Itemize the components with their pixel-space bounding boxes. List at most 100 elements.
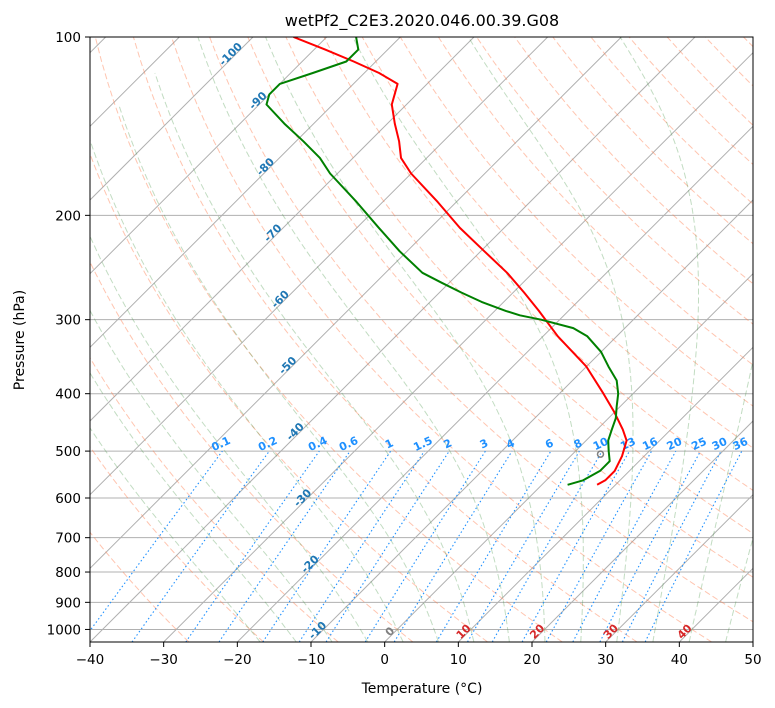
- dry-adiabat-line: [90, 152, 488, 642]
- y-tick-label: 400: [55, 387, 81, 403]
- isotherm-label: -100: [216, 40, 245, 69]
- mixing-ratio-label: 6: [543, 436, 556, 451]
- isotherm-line: [90, 37, 401, 349]
- isotherm-label: -50: [276, 354, 299, 377]
- moist-adiabat-line: [619, 37, 699, 642]
- x-tick-label: 0: [380, 652, 389, 668]
- y-tick-label: 500: [55, 444, 81, 460]
- isotherm-label: -80: [254, 155, 277, 178]
- y-tick-label: 900: [55, 595, 81, 611]
- mixing-ratio-line: [393, 450, 513, 642]
- mixing-ratio-lines: [90, 450, 743, 642]
- mixing-ratio-line: [90, 450, 223, 632]
- dry-adiabat-line: [476, 37, 753, 325]
- x-tick-label: 20: [523, 652, 540, 668]
- dry-adiabat-line: [552, 37, 753, 245]
- isotherm-label: -60: [269, 288, 292, 311]
- isotherm-label: -70: [261, 221, 284, 244]
- mixing-ratio-label: 20: [665, 435, 685, 453]
- mixing-ratio-label: 16: [640, 435, 660, 453]
- isotherm-line: [90, 37, 549, 496]
- mixing-ratio-line: [435, 450, 552, 642]
- isotherm-line: [605, 493, 753, 642]
- moist-adiabat-line: [90, 309, 333, 642]
- dry-adiabat-line: [90, 531, 190, 642]
- moist-adiabat-line: [265, 37, 546, 642]
- y-axis-label: Pressure (hPa): [12, 290, 28, 390]
- isotherm-line: [752, 641, 753, 642]
- mixing-ratio-line: [644, 450, 743, 642]
- y-tick-label: 100: [55, 30, 81, 46]
- x-tick-label: 40: [671, 652, 688, 668]
- moist-adiabat-line: [352, 37, 584, 642]
- profile-series: [265, 37, 628, 486]
- mixing-ratio-label: 30: [710, 435, 730, 453]
- chart-title: wetPf2_C2E3.2020.046.00.39.G08: [285, 11, 559, 31]
- isotherm-line: [90, 37, 328, 275]
- dry-adiabat-line: [209, 37, 753, 623]
- dry-adiabat-line: [132, 37, 638, 642]
- mixing-ratio-label: 3: [478, 436, 490, 451]
- mixing-ratio-line: [599, 450, 701, 642]
- moist-adiabat-line: [90, 138, 404, 642]
- y-tick-label: 800: [55, 565, 81, 581]
- isotherm-line: [90, 37, 622, 570]
- dry-adiabat-line: [90, 260, 414, 642]
- isotherm-line: [90, 37, 254, 201]
- mixing-ratio-label: 2: [442, 436, 454, 451]
- mixing-ratio-line: [572, 450, 677, 642]
- moist-adiabat-line: [197, 37, 510, 642]
- mixing-ratio-label: 10: [591, 435, 611, 453]
- isotherm-line: [384, 272, 753, 642]
- x-axis-label: Temperature (°C): [361, 681, 483, 697]
- mixing-ratio-label: 25: [689, 435, 708, 453]
- mixing-ratio-label: 4: [504, 436, 517, 451]
- dry-adiabat-line: [743, 37, 753, 48]
- y-axis-ticks: 100 200 300 400 500 600 700 800 900 1000: [47, 30, 90, 638]
- y-tick-label: 700: [55, 531, 81, 547]
- moist-adiabat-line: [725, 536, 753, 642]
- isotherm-line: [163, 51, 753, 642]
- dry-adiabat-line: [437, 37, 753, 366]
- lcl-marker: [596, 450, 605, 458]
- x-tick-label: −30: [149, 652, 178, 668]
- mixing-ratio-line: [185, 450, 320, 642]
- dry-adiabat-line: [247, 37, 753, 578]
- isotherm-line: [531, 420, 753, 642]
- x-tick-label: 10: [450, 652, 467, 668]
- moist-adiabat-line: [467, 37, 634, 642]
- y-tick-label: 300: [55, 313, 81, 329]
- isotherm-line: [678, 567, 753, 642]
- dry-adiabat-line: [514, 37, 753, 285]
- isotherm-gridlines: [90, 37, 753, 642]
- y-tick-label: 1000: [47, 622, 81, 638]
- isotherm-label: -30: [291, 486, 314, 509]
- moist-adiabats: [90, 37, 753, 642]
- mixing-ratio-line: [218, 450, 351, 642]
- pressure-gridlines: [90, 37, 753, 630]
- isotherm-line: [90, 37, 696, 642]
- y-tick-label: 600: [55, 491, 81, 507]
- isotherm-line: [236, 125, 753, 642]
- dry-adiabat-line: [285, 37, 753, 535]
- dry-adiabat-line: [399, 37, 753, 407]
- isotherm-label: 10: [454, 621, 474, 641]
- dry-adiabat-line: [94, 37, 563, 642]
- dry-adiabat-line: [590, 37, 753, 205]
- mixing-ratio-label: 36: [731, 435, 751, 453]
- moist-adiabat-line: [118, 104, 439, 642]
- dry-adiabat-line: [171, 37, 712, 642]
- mixing-ratio-line: [521, 450, 630, 642]
- x-tick-label: −20: [223, 652, 252, 668]
- mixing-ratio-line: [325, 450, 450, 642]
- mixing-ratio-line: [298, 450, 425, 642]
- dry-adiabat-line: [90, 356, 339, 642]
- x-axis-ticks: −40 −30 −20 −10 0 10 20 30 40 50: [76, 642, 762, 668]
- moist-adiabat-line: [154, 72, 475, 642]
- dry-adiabat-line: [666, 37, 753, 126]
- x-tick-label: −10: [297, 652, 326, 668]
- isotherm-line: [310, 199, 753, 642]
- dry-adiabat-line: [361, 37, 753, 449]
- isotherm-line: [90, 37, 475, 422]
